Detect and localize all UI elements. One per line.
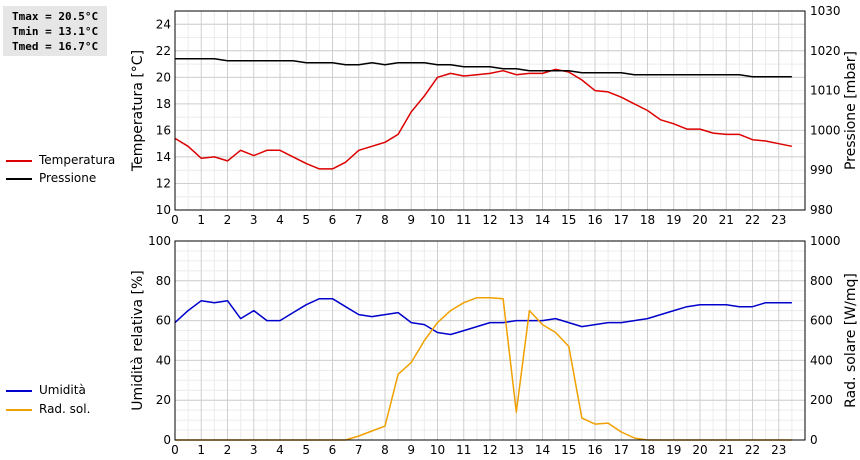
tmax-label: Tmax = 20.5°C xyxy=(12,10,99,23)
x-tick-label: 14 xyxy=(535,443,550,457)
x-tick-label: 4 xyxy=(276,443,284,457)
x-tick-label: 1 xyxy=(197,213,205,227)
y2-tick-label: 800 xyxy=(810,274,833,288)
y-tick-label: 22 xyxy=(156,44,171,58)
x-tick-label: 2 xyxy=(224,443,232,457)
x-tick-label: 22 xyxy=(745,443,760,457)
x-tick-label: 7 xyxy=(355,213,363,227)
y2-tick-label: 1020 xyxy=(810,44,841,58)
y-tick-label: 20 xyxy=(156,70,171,84)
x-tick-label: 8 xyxy=(381,443,389,457)
y2-tick-label: 1000 xyxy=(810,234,841,248)
chart-panel-1: 0 1 2 3 4 5 6 7 8 9 10 11 12 13 14 15 16 17 18 19 20 21 22 2310… xyxy=(130,4,859,227)
y2-tick-label: 400 xyxy=(810,353,833,367)
y2-tick-label: 1030 xyxy=(810,4,841,18)
legend-pressure-swatch xyxy=(6,178,32,180)
x-tick-label: 15 xyxy=(561,443,576,457)
x-tick-label: 14 xyxy=(535,213,550,227)
x-tick-label: 17 xyxy=(614,443,629,457)
x-tick-label: 3 xyxy=(250,213,258,227)
y-tick-label: 100 xyxy=(148,234,171,248)
y-tick-label: 12 xyxy=(156,176,171,190)
x-tick-label: 11 xyxy=(456,213,471,227)
legend-temperature-swatch xyxy=(6,160,32,162)
legend-temperature-label: Temperatura xyxy=(39,153,116,167)
x-tick-label: 0 xyxy=(171,443,179,457)
x-tick-label: 6 xyxy=(329,443,337,457)
legend-pressure-label: Pressione xyxy=(39,171,97,185)
x-tick-label: 16 xyxy=(587,443,602,457)
x-tick-label: 20 xyxy=(692,213,707,227)
x-tick-label: 0 xyxy=(171,213,179,227)
x-tick-label: 18 xyxy=(640,443,655,457)
x-tick-label: 21 xyxy=(719,443,734,457)
x-tick-label: 22 xyxy=(745,213,760,227)
y2-tick-label: 990 xyxy=(810,163,833,177)
y2-tick-label: 0 xyxy=(810,433,818,447)
x-tick-label: 2 xyxy=(224,213,232,227)
tmin-label: Tmin = 13.1°C xyxy=(12,25,99,38)
x-tick-label: 10 xyxy=(430,213,445,227)
x-tick-label: 7 xyxy=(355,443,363,457)
series-line-2-2 xyxy=(175,296,792,441)
x-tick-label: 15 xyxy=(561,213,576,227)
y2-tick-label: 1000 xyxy=(810,123,841,137)
y-axis-title: Temperatura [°C] xyxy=(130,50,146,172)
y-tick-label: 40 xyxy=(156,353,171,367)
y2-axis-title: Rad. solare [W/mq] xyxy=(843,273,859,408)
y2-tick-label: 1010 xyxy=(810,84,841,98)
x-tick-label: 17 xyxy=(614,213,629,227)
stats-box: Tmax = 20.5°C Tmin = 13.1°C Tmed = 16.7°… xyxy=(3,6,107,56)
legend-humidity-swatch xyxy=(6,390,32,392)
x-tick-label: 5 xyxy=(302,213,310,227)
x-tick-label: 23 xyxy=(771,213,786,227)
y-tick-label: 0 xyxy=(163,433,171,447)
x-tick-label: 23 xyxy=(771,443,786,457)
plot-frame xyxy=(174,10,806,211)
y-axis-title: Umidità relativa [%] xyxy=(130,270,146,411)
legend-radiation-label: Rad. sol. xyxy=(39,402,91,416)
series-line-1-2 xyxy=(175,58,792,78)
tmed-label: Tmed = 16.7°C xyxy=(12,40,99,53)
y-tick-label: 16 xyxy=(156,123,171,137)
x-tick-label: 5 xyxy=(302,443,310,457)
y-tick-label: 20 xyxy=(156,393,171,407)
x-tick-label: 3 xyxy=(250,443,258,457)
x-tick-label: 6 xyxy=(329,213,337,227)
y-tick-label: 24 xyxy=(156,17,171,31)
x-tick-label: 13 xyxy=(509,213,524,227)
y-tick-label: 60 xyxy=(156,314,171,328)
x-tick-label: 16 xyxy=(587,213,602,227)
y2-tick-label: 600 xyxy=(810,314,833,328)
x-tick-label: 9 xyxy=(407,213,415,227)
y-tick-label: 80 xyxy=(156,274,171,288)
x-tick-label: 13 xyxy=(509,443,524,457)
x-tick-label: 8 xyxy=(381,213,389,227)
y2-axis-title: Pressione [mbar] xyxy=(843,51,859,170)
legend-humidity-label: Umidità xyxy=(39,383,86,397)
y2-tick-label: 200 xyxy=(810,393,833,407)
x-tick-label: 18 xyxy=(640,213,655,227)
x-tick-label: 21 xyxy=(719,213,734,227)
y2-tick-label: 980 xyxy=(810,203,833,217)
x-tick-label: 19 xyxy=(666,443,681,457)
x-tick-label: 4 xyxy=(276,213,284,227)
y-tick-label: 10 xyxy=(156,203,171,217)
chart-panel-2: 0 1 2 3 4 5 6 7 8 9 10 11 12 13 14 15 16 17 18 19 20 21 22 2302… xyxy=(130,234,859,457)
series-line-2-1 xyxy=(174,297,792,336)
legend-radiation-swatch xyxy=(6,409,32,411)
series-line-1-1 xyxy=(174,68,793,170)
y-tick-label: 14 xyxy=(156,150,171,164)
x-tick-label: 19 xyxy=(666,213,681,227)
x-tick-label: 11 xyxy=(456,443,471,457)
x-tick-label: 9 xyxy=(407,443,415,457)
x-tick-label: 1 xyxy=(197,443,205,457)
plot-frame xyxy=(174,240,806,441)
x-tick-label: 12 xyxy=(482,443,497,457)
x-tick-label: 12 xyxy=(482,213,497,227)
x-tick-label: 10 xyxy=(430,443,445,457)
x-tick-label: 20 xyxy=(692,443,707,457)
y-tick-label: 18 xyxy=(156,97,171,111)
